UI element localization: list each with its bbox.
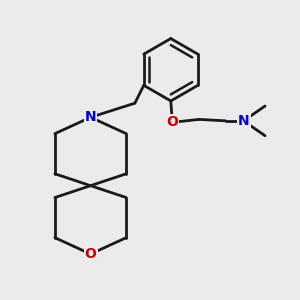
Text: O: O: [85, 247, 97, 261]
Text: O: O: [167, 116, 178, 129]
Text: N: N: [85, 110, 96, 124]
Text: N: N: [238, 114, 249, 128]
